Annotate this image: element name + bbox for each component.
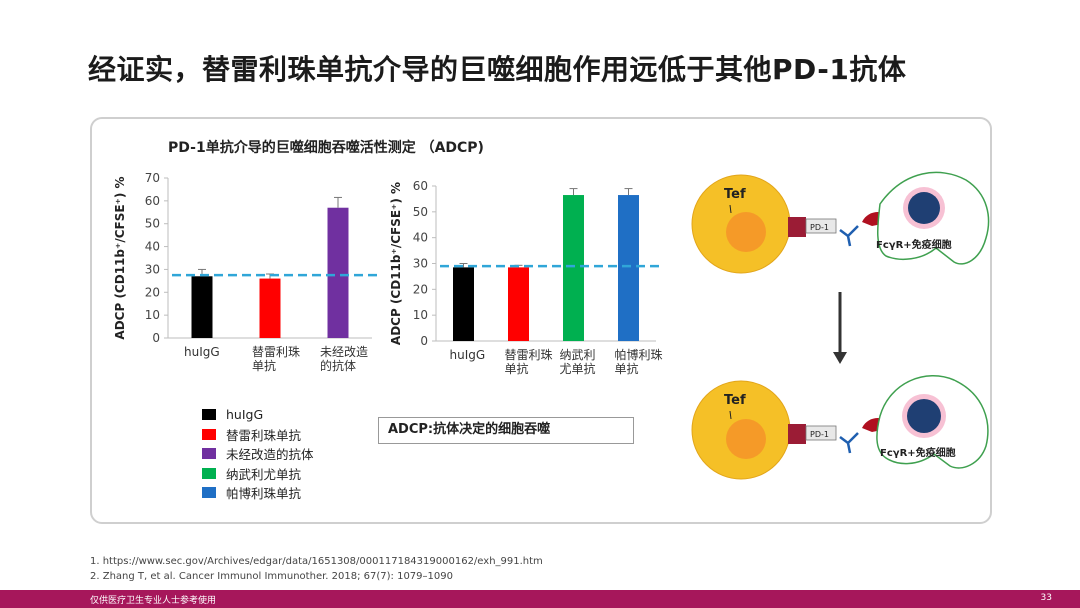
category-label-2: 未经改造 — [320, 345, 368, 359]
t-cell-nucleus-top — [726, 212, 766, 252]
content-panel — [90, 117, 992, 524]
receptor-anchor-bottom — [788, 424, 806, 444]
category-label-1: 替雷利珠 — [505, 348, 553, 362]
y-tick-label: 20 — [413, 282, 428, 296]
y-tick-label: 10 — [413, 308, 428, 322]
category-label-3: 单抗 — [615, 361, 639, 376]
y-tick-label: 50 — [413, 205, 428, 219]
chart-title: PD-1单抗介导的巨噬细胞吞噬活性测定 （ADCP) — [168, 140, 484, 156]
pd1-receptor-top — [805, 218, 837, 234]
category-label-2: 的抗体 — [320, 358, 356, 373]
bar-1 — [259, 278, 281, 338]
bar-2 — [563, 195, 584, 341]
legend-swatch — [202, 448, 216, 460]
immune-cell-label-top: FcγR+免疫细胞 — [876, 238, 952, 251]
legend-swatch — [202, 428, 216, 440]
category-label-0: huIgG — [184, 345, 220, 359]
bar-2 — [327, 207, 349, 338]
y-tick-label: 60 — [145, 194, 160, 208]
y-tick-label: 30 — [413, 257, 428, 271]
receptor-anchor-top — [788, 217, 806, 237]
category-label-1: 单抗 — [252, 358, 276, 373]
chart-1: 0 10 20 30 40 50 60 70 ADCP (CD11b⁺/CFSE⁺) % huIg… — [113, 171, 380, 373]
category-label-2: 尤单抗 — [560, 361, 596, 376]
y-tick-label: 30 — [145, 262, 160, 276]
page-number: 33 — [1040, 593, 1052, 603]
legend-label: huIgG — [226, 407, 264, 423]
footer-bar: 仅供医疗卫生专业人士参考使用 33 — [0, 590, 1080, 608]
t-cell-label-bottom: Tef — [724, 393, 746, 408]
y-tick-label: 50 — [145, 217, 160, 231]
y-tick-label: 0 — [152, 331, 160, 345]
legend-item: 帕博利珠单抗 — [202, 483, 314, 503]
y-tick-label: 20 — [145, 285, 160, 299]
immune-cell-label-bottom: FcγR+免疫细胞 — [880, 446, 956, 459]
chart-2: 0 10 20 30 40 50 60 ADCP (CD11b⁺/CFSE⁺) % huIgG 替… — [389, 179, 664, 376]
references: 1. https://www.sec.gov/Archives/edgar/da… — [90, 554, 543, 584]
y-tick-label: 70 — [145, 171, 160, 185]
y-tick-label: 60 — [413, 179, 428, 193]
antibody-top — [839, 225, 859, 247]
legend-swatch — [202, 467, 216, 479]
y-tick-label: 40 — [145, 240, 160, 254]
adcp-definition-box: ADCP:抗体决定的细胞吞噬 — [378, 417, 634, 444]
y-tick-label: 10 — [145, 308, 160, 322]
immune-cell-nucleus-bottom — [907, 399, 941, 433]
legend-swatch — [202, 409, 216, 421]
category-label-1: 单抗 — [505, 361, 529, 376]
bar-0 — [453, 267, 474, 341]
pd1-receptor-bottom — [805, 425, 837, 441]
bar-0 — [191, 276, 213, 338]
legend: huIgG 替雷利珠单抗 未经改造的抗体 纳武利尤单抗 帕博利珠单抗 — [202, 405, 314, 503]
t-cell-nucleus-bottom — [726, 419, 766, 459]
legend-item: huIgG — [202, 405, 314, 425]
legend-label: 替雷利珠单抗 — [226, 427, 302, 443]
category-label-1: 替雷利珠 — [252, 345, 300, 359]
footer-disclaimer: 仅供医疗卫生专业人士参考使用 — [90, 596, 217, 606]
category-label-2: 纳武利 — [560, 348, 596, 362]
legend-label: 帕博利珠单抗 — [226, 486, 302, 502]
y-axis-label: ADCP (CD11b⁺/CFSE⁺) % — [113, 176, 127, 339]
y-tick-label: 40 — [413, 231, 428, 245]
legend-label: 纳武利尤单抗 — [226, 466, 302, 482]
reference-1: 1. https://www.sec.gov/Archives/edgar/da… — [90, 556, 543, 567]
pd1-label-bottom: PD-1 — [810, 430, 829, 439]
antibody-bottom — [839, 432, 859, 454]
process-arrow-head — [833, 352, 847, 364]
reference-2: 2. Zhang T, et al. Cancer Immunol Immuno… — [90, 571, 453, 582]
bar-1 — [508, 267, 529, 341]
immune-cell-nucleus-top — [908, 192, 940, 224]
legend-item: 纳武利尤单抗 — [202, 464, 314, 484]
mechanism-diagram: Tef PD-1 FcγR+免疫细胞 Tef PD-1 FcγR+免疫细胞 — [691, 171, 990, 480]
legend-item: 替雷利珠单抗 — [202, 425, 314, 445]
y-tick-label: 0 — [420, 334, 428, 348]
t-cell-label-top: Tef — [724, 187, 746, 202]
legend-item: 未经改造的抗体 — [202, 444, 314, 464]
pd1-label-top: PD-1 — [810, 223, 829, 232]
slide-title: 经证实，替雷利珠单抗介导的巨噬细胞作用远低于其他PD-1抗体 — [88, 53, 907, 86]
category-label-0: huIgG — [450, 348, 486, 362]
bar-3 — [618, 195, 639, 341]
category-label-3: 帕博利珠 — [615, 347, 663, 362]
legend-swatch — [202, 487, 216, 499]
y-axis-label: ADCP (CD11b⁺/CFSE⁺) % — [389, 182, 403, 345]
legend-label: 未经改造的抗体 — [226, 447, 314, 463]
